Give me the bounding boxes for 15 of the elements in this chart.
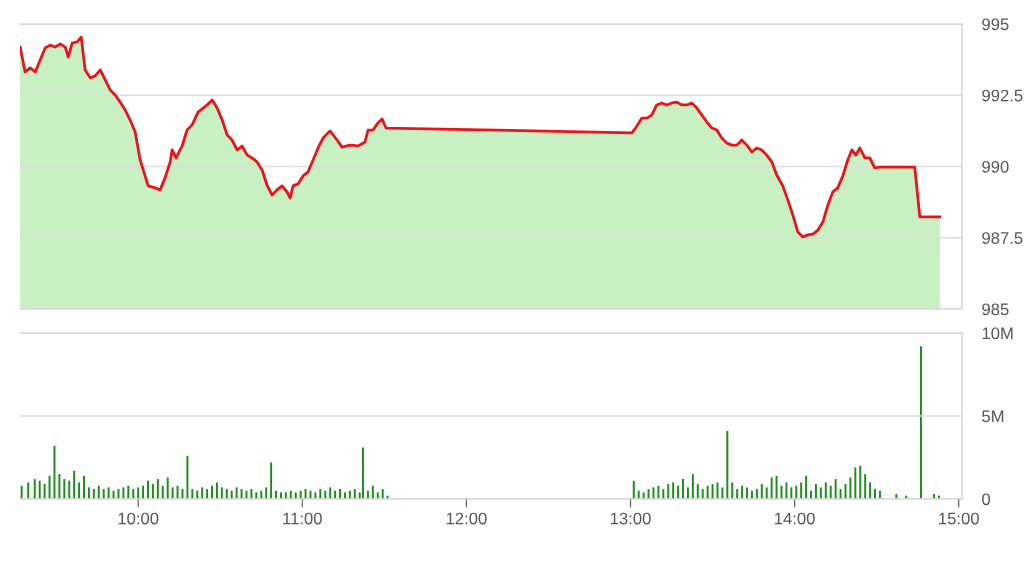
y-tick-label: 990: [982, 160, 1009, 173]
y-tick-label: 985: [982, 303, 1009, 316]
y-tick-label: 992.5: [982, 89, 1023, 102]
y-tick-label: 0: [982, 493, 991, 506]
y-tick-label: 10M: [982, 327, 1013, 340]
x-tick-label: 15:00: [939, 512, 979, 525]
x-tick-label: 10:00: [118, 512, 159, 525]
x-tick-label: 13:00: [610, 512, 651, 525]
y-tick-label: 987.5: [982, 232, 1023, 244]
x-tick-label: 11:00: [283, 512, 322, 525]
y-tick-label: 5M: [982, 410, 1004, 423]
x-tick-label: 14:00: [775, 512, 815, 525]
line-series: [20, 35, 942, 239]
y-tick-label: 995: [982, 18, 1009, 31]
x-tick-label: 12:00: [446, 512, 487, 525]
